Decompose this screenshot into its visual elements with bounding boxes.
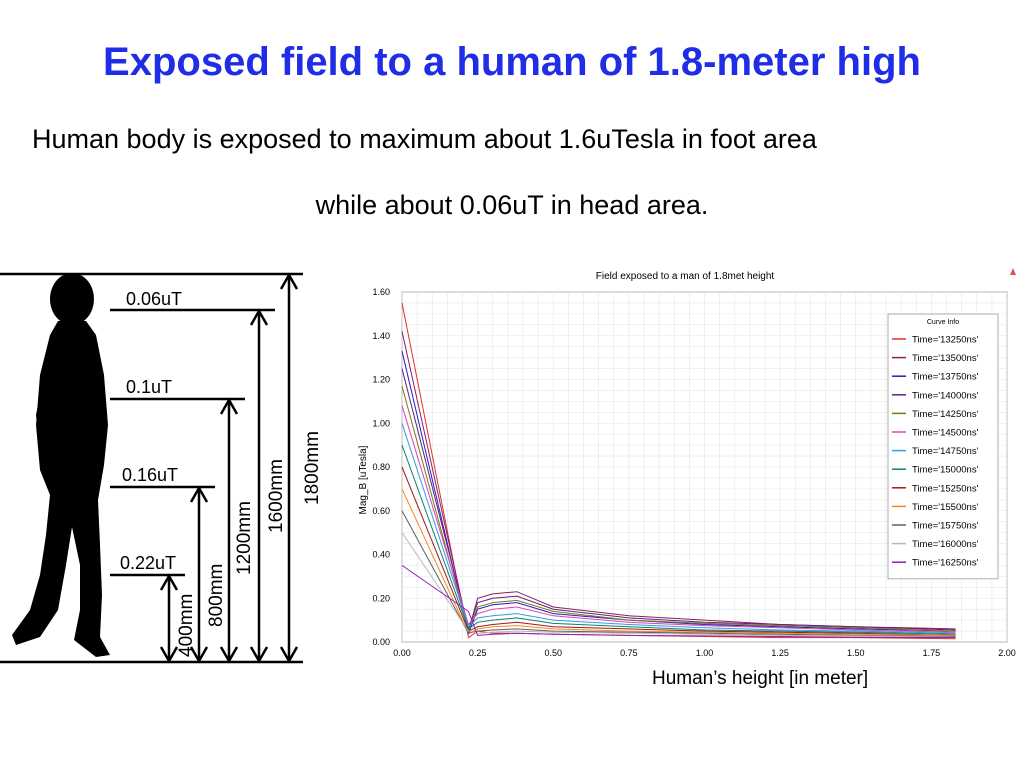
series-line-12: [401, 564, 956, 639]
y-tick-label: 0.40: [372, 550, 390, 560]
field-label-800: 0.16uT: [122, 465, 178, 485]
y-tick-label: 1.20: [372, 375, 390, 385]
x-tick-label: 1.00: [696, 648, 714, 658]
y-tick-label: 0.20: [372, 593, 390, 603]
series-line-11: [401, 532, 956, 638]
field-chart: Field exposed to a man of 1.8met height …: [358, 268, 1016, 658]
field-label-1200: 0.1uT: [126, 377, 172, 397]
subtitle-line-1: Human body is exposed to maximum about 1…: [32, 124, 817, 154]
height-label-1600: 1600mm: [266, 459, 287, 533]
y-tick-label: 1.00: [372, 418, 390, 428]
series-line-6: [401, 423, 956, 634]
series-line-9: [401, 488, 956, 636]
height-label-1800: 1800mm: [302, 431, 323, 505]
chart-series: [401, 302, 956, 640]
chart-legend: Curve Info Time='13250ns' Time='13500ns' Ti…: [887, 313, 999, 580]
legend-entry: Time='13250ns': [912, 335, 979, 346]
x-tick-label: 1.25: [771, 648, 789, 658]
x-tick-label: 1.75: [923, 648, 941, 658]
series-line-10: [401, 510, 956, 637]
x-axis-caption: Human’s height [in meter]: [652, 668, 869, 689]
y-tick-label: 1.60: [372, 287, 390, 297]
series-line-5: [401, 405, 956, 633]
series-line-7: [401, 444, 956, 635]
legend-entry: Time='14000ns': [912, 390, 979, 401]
legend-title: Curve Info: [927, 319, 959, 326]
field-label-head: 0.06uT: [126, 289, 182, 309]
legend-entry: Time='16250ns': [912, 558, 979, 569]
legend-box: [887, 313, 999, 580]
field-label-400: 0.22uT: [120, 553, 176, 573]
y-tick-label: 0.60: [372, 506, 390, 516]
legend-entry: Time='15750ns': [912, 521, 979, 532]
height-label-800: 800mm: [206, 564, 227, 627]
legend-entry: Time='15250ns': [912, 483, 979, 494]
series-line-4: [401, 385, 956, 633]
x-tick-label: 0.25: [469, 648, 487, 658]
legend-entry: Time='16000ns': [912, 539, 979, 550]
human-silhouette-icon: [12, 273, 110, 657]
y-tick-label: 0.00: [372, 637, 390, 647]
series-line-3: [401, 368, 956, 631]
slide-title: Exposed field to a human of 1.8-meter hi…: [103, 40, 921, 84]
legend-entry: Time='14250ns': [912, 409, 979, 420]
x-tick-label: 2.00: [998, 648, 1016, 658]
human-height-figure: 0.06uT 0.1uT 0.16uT 0.22uT 400mm 800mm 1…: [0, 272, 323, 664]
legend-entry: Time='15500ns': [912, 502, 979, 513]
x-tick-label: 1.50: [847, 648, 865, 658]
legend-entry: Time='13750ns': [912, 372, 979, 383]
legend-entry: Time='13500ns': [912, 353, 979, 364]
subtitle-line-2: while about 0.06uT in head area.: [315, 190, 709, 220]
y-tick-label: 0.80: [372, 462, 390, 472]
x-tick-label: 0.50: [544, 648, 562, 658]
legend-entry: Time='14500ns': [912, 428, 979, 439]
y-tick-label: 1.40: [372, 331, 390, 341]
height-label-400: 400mm: [176, 594, 197, 657]
chart-title: Field exposed to a man of 1.8met height: [596, 271, 775, 282]
legend-entry: Time='14750ns': [912, 446, 979, 457]
chart-ticks: 0.00 0.25 0.50 0.75 1.00 1.25 1.50 1.75 2.00 0.00…: [372, 287, 1015, 658]
legend-entry: Time='15000ns': [912, 465, 979, 476]
height-label-1200: 1200mm: [234, 501, 255, 575]
marker-triangle-icon: [1010, 268, 1016, 275]
x-tick-label: 0.75: [620, 648, 638, 658]
x-tick-label: 0.00: [393, 648, 411, 658]
y-axis-label: Mag_B [uTesla]: [358, 445, 369, 514]
